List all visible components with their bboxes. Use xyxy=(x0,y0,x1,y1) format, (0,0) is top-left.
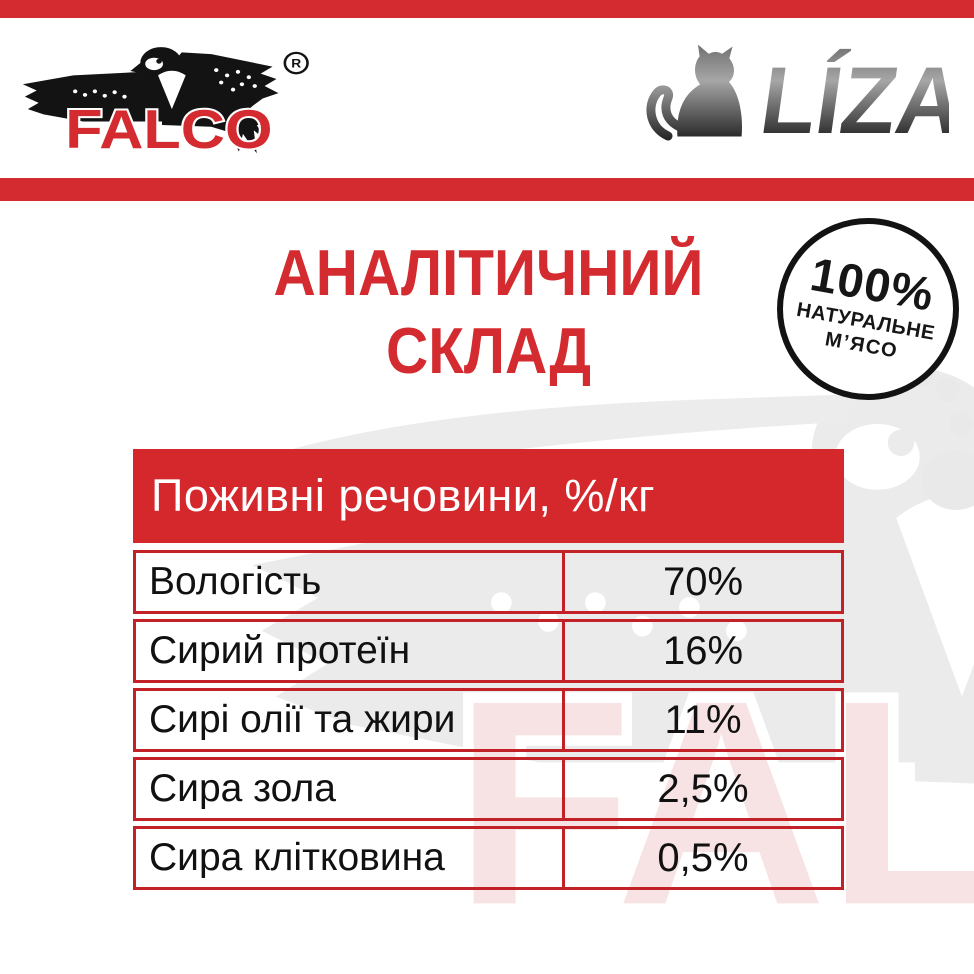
table-row: Сира зола 2,5% xyxy=(133,757,844,821)
falco-logo: FALCO R xyxy=(22,47,309,162)
falco-logo-text: FALCO xyxy=(65,99,272,160)
row-value: 0,5% xyxy=(562,829,841,887)
table-row: Сира клітковина 0,5% xyxy=(133,826,844,890)
top-red-bar xyxy=(0,0,974,18)
badge-inner-ring xyxy=(781,222,955,396)
row-value: 70% xyxy=(562,553,841,611)
falco-watermark-letters: FALCO xyxy=(454,639,974,965)
row-label: Вологість xyxy=(149,560,322,603)
registered-mark-letter: R xyxy=(291,56,302,70)
wing-swoosh-watermark-icon xyxy=(268,394,860,466)
row-label: Сира зола xyxy=(149,767,336,810)
liza-logo: LÍZA xyxy=(643,37,949,146)
cat-silhouette-icon xyxy=(643,37,745,144)
paw-print-watermark-icon xyxy=(907,361,974,510)
row-value: 11% xyxy=(562,691,841,749)
page-title: АНАЛІТИЧНИЙ СКЛАД xyxy=(169,234,809,390)
table-row: Сирий протеїн 16% xyxy=(133,619,844,683)
page-title-line1: АНАЛІТИЧНИЙ xyxy=(273,236,704,309)
table-row: Вологість 70% xyxy=(133,550,844,614)
row-label: Сирі олії та жири xyxy=(149,698,456,741)
table-header: Поживні речовини, %/кг xyxy=(133,449,844,543)
registered-mark-icon xyxy=(283,51,309,75)
liza-logo-text: LÍZA xyxy=(754,48,949,146)
divider-red-bar xyxy=(0,178,974,201)
row-label: Сира клітковина xyxy=(149,836,445,879)
nutrition-table: Поживні речовини, %/кг Вологість 70% Сир… xyxy=(133,449,844,895)
natural-meat-badge: 100% НАТУРАЛЬНЕ М’ЯСО xyxy=(777,218,959,400)
falco-watermark-icon: FALCO xyxy=(252,367,974,974)
page-title-line2: СКЛАД xyxy=(385,314,592,387)
row-label: Сирий протеїн xyxy=(149,629,411,672)
table-row: Сирі олії та жири 11% xyxy=(133,688,844,752)
row-value: 2,5% xyxy=(562,760,841,818)
row-value: 16% xyxy=(562,622,841,680)
